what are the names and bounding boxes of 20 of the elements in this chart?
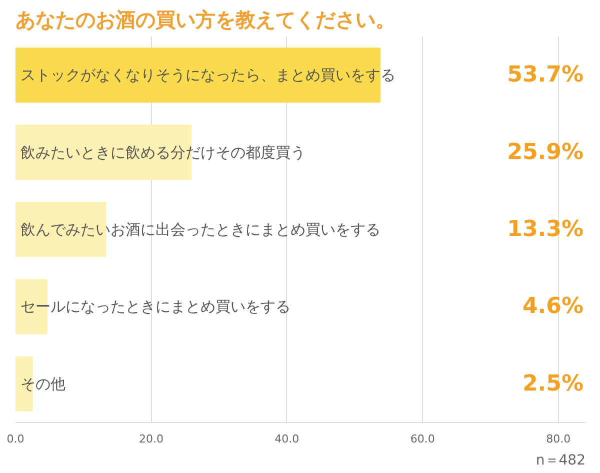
x-tick-label: 60.0 [410, 432, 435, 446]
y-tick-label: ストックがなくなりそうになったら、まとめ買いをする [20, 66, 396, 84]
x-tick-label: 40.0 [274, 432, 300, 446]
x-tick-label: 20.0 [138, 432, 164, 446]
data-label: 13.3% [507, 217, 584, 242]
bar [16, 48, 380, 103]
text: n＝482 [536, 452, 586, 468]
bar [16, 356, 33, 412]
bar [16, 279, 48, 334]
data-label: 53.7% [507, 62, 584, 88]
y-tick-label: 飲みたいときに飲める分だけその都度買う [20, 143, 306, 162]
data-label: 25.9% [507, 140, 584, 165]
y-tick-label: 飲んでみたいお酒に出会ったときにまとめ買いをする [20, 220, 380, 238]
data-label: 2.5% [522, 371, 584, 396]
x-tick-label: 80.0 [546, 432, 571, 446]
data-label: 4.6% [522, 294, 584, 320]
chart-title: あなたのお酒の買い方を教えてください。 [16, 8, 396, 32]
y-tick-label: セールになったときにまとめ買いをする [20, 298, 290, 316]
y-tick-label: その他 [20, 374, 66, 393]
x-tick-label: 0.0 [6, 432, 24, 446]
